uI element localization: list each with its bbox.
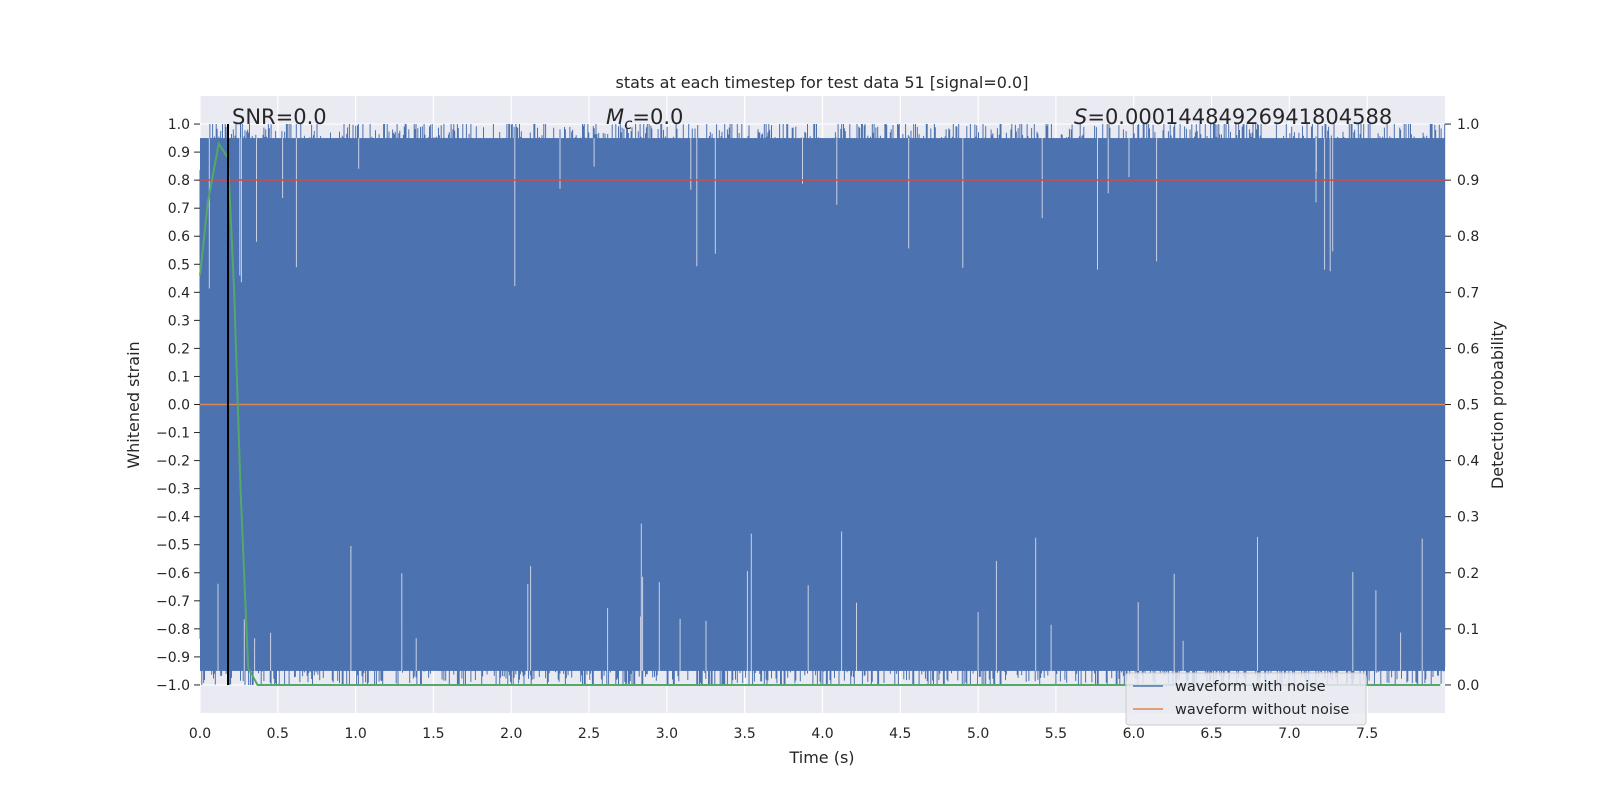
y2-tick-label: 0.6 [1457,341,1479,357]
y2-tick-label: 0.4 [1457,454,1479,470]
x-tick-label: 4.5 [889,726,911,742]
overlays [199,124,1445,686]
y-tick-label: −0.8 [156,622,190,638]
y-tick-label: 0.1 [168,369,190,385]
y-tick-label: 0.0 [168,398,190,414]
y2-tick-label: 0.0 [1457,678,1479,694]
chirp-mass-subscript: c [624,115,633,133]
y2-tick-label: 0.5 [1457,398,1479,414]
chirp-mass-annotation: Mc=0.0 [606,105,683,133]
legend-label-waveform-without-noise: waveform without noise [1175,702,1349,718]
x-axis-ticks: 0.0 0.5 1.0 1.5 2.0 2.5 3.0 3.5 4.0 4.5 5.0 5.5 6.0 6… [189,726,1378,742]
chirp-mass-value: =0.0 [632,105,683,129]
legend: waveform with noise waveform without noi… [1125,672,1367,726]
y-tick-label: 0.3 [168,313,190,329]
y-tick-label: −0.3 [156,482,190,498]
s-symbol: S [1074,105,1087,129]
series-detection-probability [199,141,1441,686]
chirp-mass-symbol: M [606,105,624,129]
x-tick-label: 6.5 [1200,726,1222,742]
s-annotation: S=0.00014484926941804588 [1074,105,1392,129]
y-axis-label: Whitened strain [124,341,143,468]
x-tick-label: 3.0 [656,726,678,742]
y-tick-label: 0.4 [168,285,190,301]
y2-tick-label: 0.7 [1457,285,1479,301]
x-tick-label: 1.0 [344,726,366,742]
x-tick-label: 6.0 [1123,726,1145,742]
y-tick-label: −0.2 [156,454,190,470]
s-value: =0.00014484926941804588 [1087,105,1392,129]
x-tick-label: 0.5 [267,726,289,742]
y2-tick-label: 1.0 [1457,117,1479,133]
y-tick-label: 1.0 [168,117,190,133]
chart-title: stats at each timestep for test data 51 … [616,73,1029,92]
noise-dips [208,138,1423,671]
y2-tick-label: 0.8 [1457,229,1479,245]
y-tick-label: 0.5 [168,257,190,273]
y-tick-label: −1.0 [156,678,190,694]
y-tick-label: −0.1 [156,426,190,442]
y2-tick-label: 0.3 [1457,510,1479,526]
x-tick-label: 5.0 [967,726,989,742]
y-tick-label: −0.5 [156,538,190,554]
x-tick-label: 3.5 [734,726,756,742]
y2-tick-label: 0.9 [1457,173,1479,189]
y-tick-label: −0.6 [156,566,190,582]
y2-axis-ticks: 1.0 0.9 0.8 0.7 0.6 0.5 0.4 0.3 0.2 0.1 0.0 [1445,117,1479,694]
x-axis-label: Time (s) [788,748,854,767]
y-tick-label: 0.8 [168,173,190,189]
y-tick-label: −0.7 [156,594,190,610]
x-tick-label: 7.5 [1356,726,1378,742]
y2-tick-label: 0.2 [1457,566,1479,582]
y-tick-label: 0.2 [168,341,190,357]
x-tick-label: 2.0 [500,726,522,742]
x-tick-label: 1.5 [422,726,444,742]
y-tick-label: 0.7 [168,201,190,217]
y-tick-label: 0.6 [168,229,190,245]
y-tick-label: −0.4 [156,510,190,526]
x-tick-label: 2.5 [578,726,600,742]
x-tick-label: 7.0 [1278,726,1300,742]
y-tick-label: −0.9 [156,650,190,666]
snr-annotation: SNR=0.0 [232,105,327,129]
y-tick-label: 0.9 [168,145,190,161]
x-tick-label: 5.5 [1045,726,1067,742]
x-tick-label: 4.0 [811,726,833,742]
y-axis-ticks: 1.0 0.9 0.8 0.7 0.6 0.5 0.4 0.3 0.2 0.1 0.0 −0.1 −0.… [156,117,200,694]
x-tick-label: 0.0 [189,726,211,742]
y2-axis-label: Detection probability [1488,321,1507,489]
legend-frame [1125,672,1367,726]
y2-tick-label: 0.1 [1457,622,1479,638]
legend-label-waveform-with-noise: waveform with noise [1175,679,1326,695]
